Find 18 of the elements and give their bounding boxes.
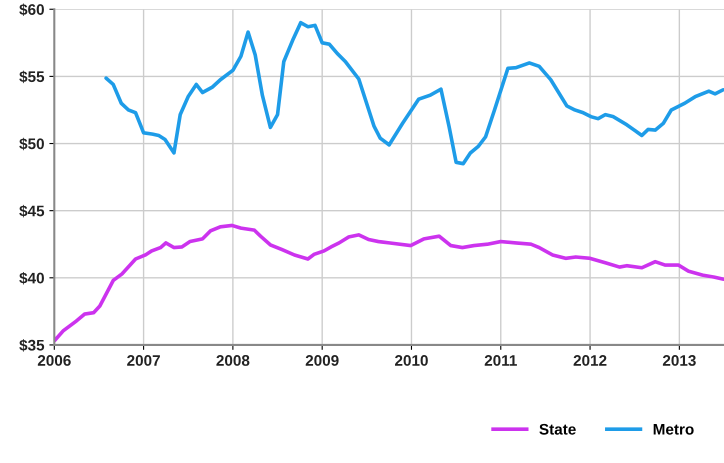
x-tick-label: 2008	[216, 355, 250, 366]
legend-label: Metro	[654, 424, 694, 435]
y-tick-label: $35	[19, 339, 44, 352]
y-tick-label: $50	[19, 138, 44, 150]
x-tick-label: 2011	[484, 355, 517, 366]
y-tick-label: $55	[19, 70, 44, 84]
x-tick-label: 2006	[38, 355, 71, 366]
x-tick-label: 2009	[306, 355, 339, 366]
line-series	[54, 224, 724, 343]
legend-label: State	[539, 424, 576, 435]
line-series	[104, 20, 724, 166]
x-tick-label: 2012	[574, 355, 606, 366]
y-tick-label: $60	[19, 3, 44, 16]
x-tick-label: 2010	[395, 355, 428, 366]
y-tick-label: $40	[19, 272, 44, 284]
y-tick-label: $45	[19, 204, 44, 218]
x-tick-label: 2007	[127, 355, 160, 366]
x-tick-label: 2013	[662, 355, 696, 366]
